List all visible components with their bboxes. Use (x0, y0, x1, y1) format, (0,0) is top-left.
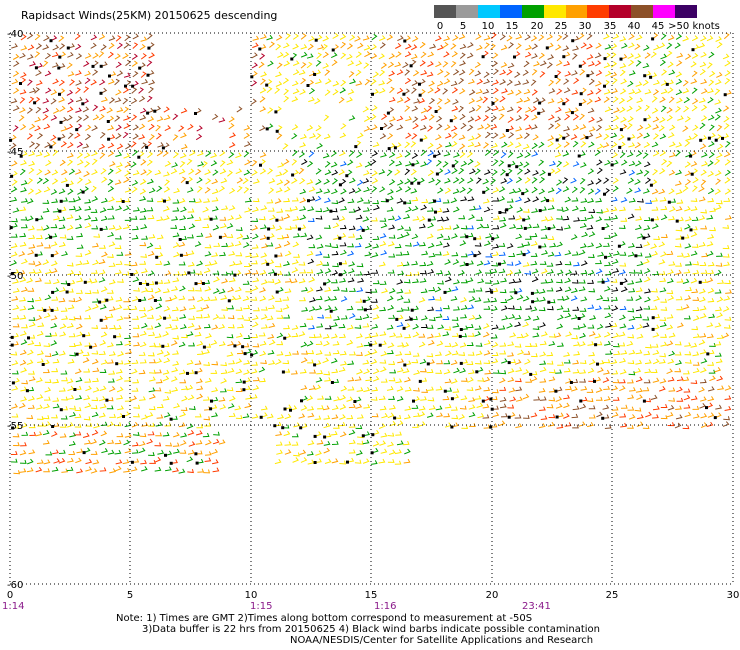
lon-tick-30: 30 (727, 590, 740, 601)
lon-tick-10: 10 (245, 590, 258, 601)
lon-tick-20: 20 (486, 590, 499, 601)
note-line-3: NOAA/NESDIS/Center for Satellite Applica… (290, 635, 594, 646)
legend-label-20: 20 (530, 21, 544, 32)
legend-swatch (499, 5, 523, 18)
lat-lon-grid (9, 32, 734, 585)
wind-barbs-layer (9, 32, 732, 475)
lon-tick-15: 15 (365, 590, 378, 601)
legend-label-15: 15 (505, 21, 519, 32)
legend-swatch (543, 5, 566, 18)
legend-swatch (434, 5, 457, 18)
wind-speed-legend: 0 5 10 15 20 25 30 35 40 45 >50 knots (434, 5, 720, 35)
time-label-4: 23:41 (522, 601, 551, 612)
legend-label-45: 45 (651, 21, 665, 32)
legend-label-35: 35 (603, 21, 617, 32)
legend-label-0: 0 (436, 21, 444, 32)
time-label-1: 1:14 (2, 601, 24, 612)
legend-swatch (565, 5, 588, 18)
legend-swatch (653, 5, 676, 18)
legend-label-50: >50 knots (668, 21, 720, 32)
legend-swatch (455, 5, 479, 18)
map-title: Rapidsact Winds(25KM) 20150625 descendin… (21, 9, 278, 22)
legend-swatch (675, 5, 698, 18)
lon-tick-0: 0 (7, 590, 13, 601)
lon-tick-5: 5 (127, 590, 133, 601)
legend-swatch (631, 5, 654, 18)
time-label-2: 1:15 (250, 601, 272, 612)
legend-swatch (521, 5, 545, 18)
lat-tick-40: -40 (7, 29, 23, 40)
time-label-3: 1:16 (374, 601, 396, 612)
legend-label-5: 5 (459, 21, 467, 32)
lat-tick-45: -45 (7, 147, 23, 158)
legend-label-10: 10 (481, 21, 495, 32)
legend-label-25: 25 (554, 21, 568, 32)
note-line-2: 3)Data buffer is 22 hrs from 20150625 4)… (142, 624, 600, 635)
lon-tick-25: 25 (606, 590, 619, 601)
legend-swatch (609, 5, 632, 18)
legend-swatch (587, 5, 610, 18)
legend-label-40: 40 (627, 21, 641, 32)
legend-label-30: 30 (578, 21, 592, 32)
lat-tick-60: -60 (7, 580, 23, 591)
legend-swatch (477, 5, 501, 18)
note-line-1: Note: 1) Times are GMT 2)Times along bot… (116, 613, 533, 624)
lat-tick-50: -50 (7, 271, 23, 282)
lat-tick-55: -55 (7, 421, 23, 432)
